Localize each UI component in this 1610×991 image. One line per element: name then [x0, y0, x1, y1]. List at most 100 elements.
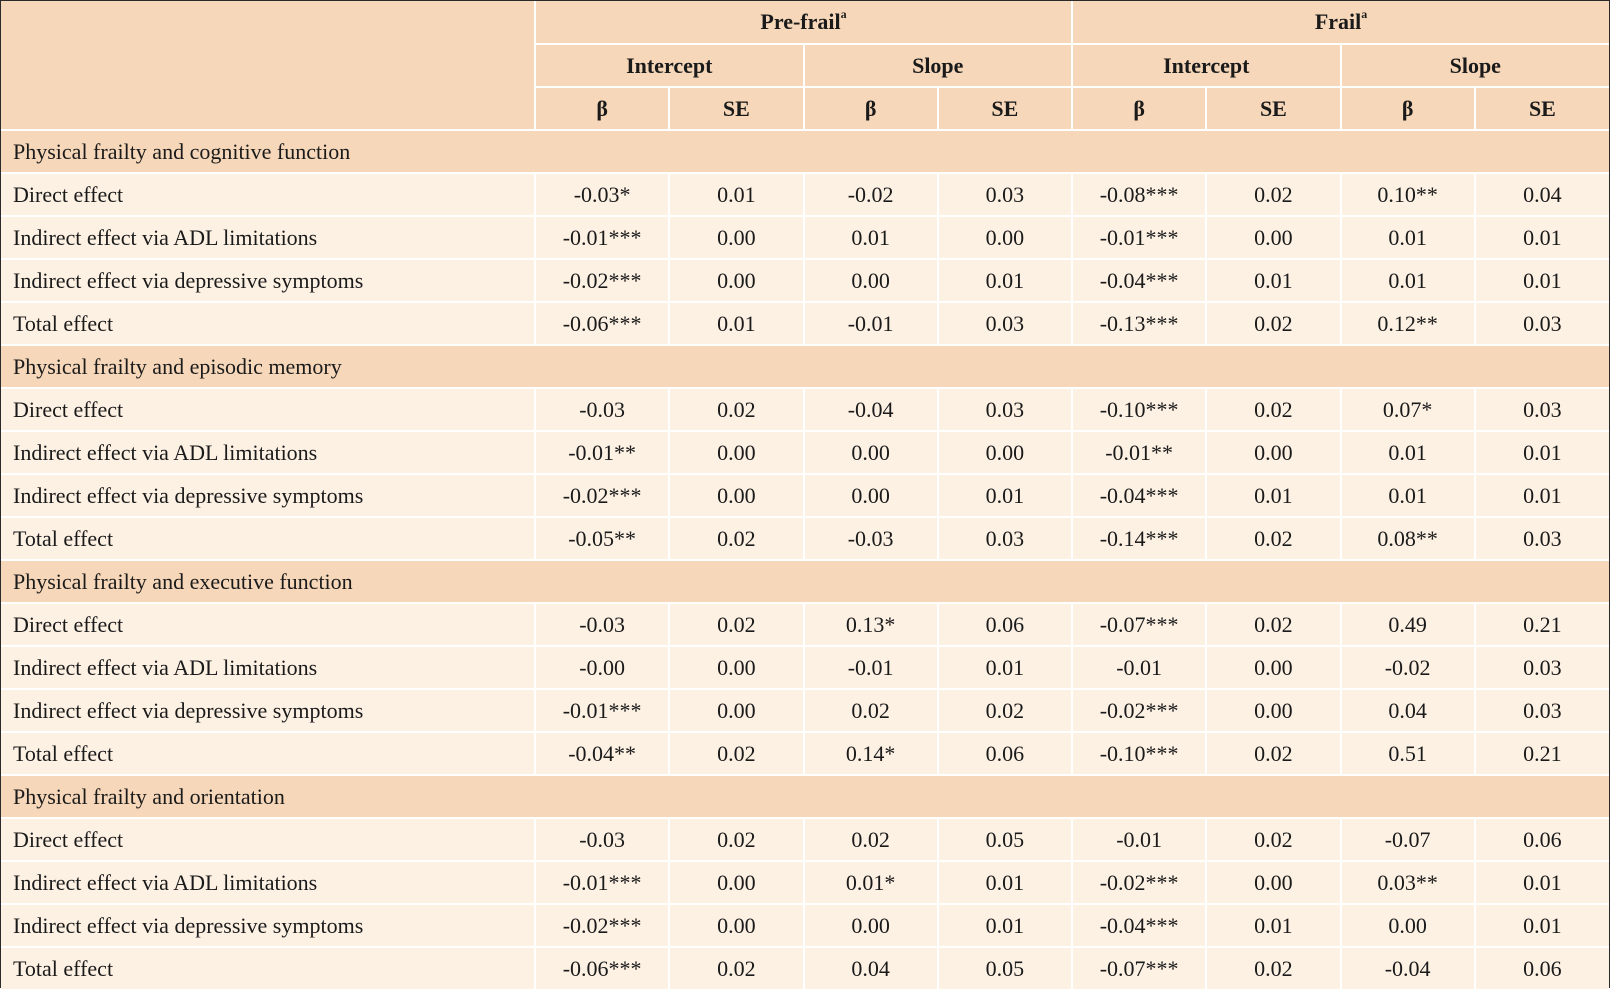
beta-cell: 0.01 [1340, 431, 1476, 475]
section-row: Physical frailty and episodic memory [1, 345, 1610, 389]
se-cell: 0.00 [1206, 861, 1342, 905]
beta-cell: -0.01 [1072, 646, 1208, 690]
se-cell: 0.01 [1474, 904, 1610, 948]
se-cell: 0.00 [669, 216, 805, 260]
se-cell: 0.06 [1474, 947, 1610, 991]
row-label: Indirect effect via ADL limitations [1, 216, 536, 260]
row-label: Total effect [1, 732, 536, 776]
se-cell: 0.00 [1206, 216, 1342, 260]
row-label: Indirect effect via depressive symptoms [1, 904, 536, 948]
beta-cell: 0.00 [803, 431, 939, 475]
se-cell: 0.01 [1474, 474, 1610, 518]
header-group-row: Pre-fraila Fraila [1, 1, 1610, 131]
beta-cell: 0.14* [803, 732, 939, 776]
header-subgroup-row: Intercept Slope Intercept Slope [1, 44, 1610, 88]
row-label: Total effect [1, 302, 536, 346]
se-cell: 0.00 [669, 431, 805, 475]
beta-cell: -0.13*** [1072, 302, 1208, 346]
table-row: Indirect effect via ADL limitations -0.01… [1, 216, 1610, 260]
se-cell: 0.03 [1474, 388, 1610, 432]
beta-cell: -0.02 [803, 173, 939, 217]
header-corner-cell [1, 1, 536, 131]
beta-cell: -0.03 [535, 388, 671, 432]
table-row: Direct effect -0.03* 0.01 -0.02 0.03 -0.08***… [1, 173, 1610, 217]
beta-cell: -0.01*** [1072, 216, 1208, 260]
header-stat: SE [1474, 87, 1610, 131]
row-label: Direct effect [1, 603, 536, 647]
header-stat: SE [669, 87, 805, 131]
se-cell: 0.02 [669, 603, 805, 647]
section-row: Physical frailty and cognitive function [1, 130, 1610, 174]
beta-cell: -0.04 [1340, 947, 1476, 991]
table-header: Pre-fraila Fraila Intercept Slope Interc… [1, 1, 1610, 131]
beta-cell: -0.06*** [535, 302, 671, 346]
header-stat: β [535, 87, 671, 131]
header-stat: β [1072, 87, 1208, 131]
se-cell: 0.02 [1206, 818, 1342, 862]
table-body: Physical frailty and cognitive function D… [1, 130, 1610, 991]
beta-cell: -0.01 [803, 646, 939, 690]
row-label: Indirect effect via ADL limitations [1, 646, 536, 690]
beta-cell: -0.07*** [1072, 603, 1208, 647]
beta-cell: -0.05** [535, 517, 671, 561]
se-cell: 0.06 [937, 603, 1074, 647]
beta-cell: 0.08** [1340, 517, 1476, 561]
se-cell: 0.02 [1206, 603, 1342, 647]
header-group-frail: Fraila [1072, 1, 1610, 45]
se-cell: 0.01 [1474, 431, 1610, 475]
beta-cell: -0.04** [535, 732, 671, 776]
beta-cell: -0.10*** [1072, 388, 1208, 432]
table-row: Indirect effect via ADL limitations -0.01… [1, 431, 1610, 475]
beta-cell: -0.04*** [1072, 904, 1208, 948]
se-cell: 0.00 [1206, 431, 1342, 475]
beta-cell: 0.01* [803, 861, 939, 905]
beta-cell: -0.04*** [1072, 259, 1208, 303]
beta-cell: 0.01 [803, 216, 939, 260]
beta-cell: 0.01 [1340, 259, 1476, 303]
beta-cell: -0.07 [1340, 818, 1476, 862]
section-title: Physical frailty and executive function [1, 560, 1610, 604]
header-subgroup: Intercept [1072, 44, 1342, 88]
header-stat: β [1340, 87, 1476, 131]
beta-cell: -0.03* [535, 173, 671, 217]
se-cell: 0.00 [669, 861, 805, 905]
beta-cell: -0.06*** [535, 947, 671, 991]
se-cell: 0.03 [937, 517, 1074, 561]
se-cell: 0.01 [937, 904, 1074, 948]
beta-cell: 0.04 [1340, 689, 1476, 733]
beta-cell: 0.13* [803, 603, 939, 647]
beta-cell: -0.02*** [1072, 689, 1208, 733]
beta-cell: -0.04*** [1072, 474, 1208, 518]
table-row: Indirect effect via depressive symptoms -… [1, 474, 1610, 518]
section-row: Physical frailty and executive function [1, 560, 1610, 604]
se-cell: 0.01 [1206, 904, 1342, 948]
se-cell: 0.00 [937, 216, 1074, 260]
se-cell: 0.00 [1206, 689, 1342, 733]
se-cell: 0.05 [937, 818, 1074, 862]
beta-cell: -0.04 [803, 388, 939, 432]
row-label: Indirect effect via ADL limitations [1, 431, 536, 475]
table-row: Indirect effect via ADL limitations -0.00… [1, 646, 1610, 690]
row-label: Indirect effect via ADL limitations [1, 861, 536, 905]
se-cell: 0.01 [1474, 216, 1610, 260]
beta-cell: -0.01*** [535, 216, 671, 260]
beta-cell: -0.01 [1072, 818, 1208, 862]
se-cell: 0.02 [1206, 388, 1342, 432]
se-cell: 0.06 [1474, 818, 1610, 862]
se-cell: 0.02 [669, 517, 805, 561]
beta-cell: 0.51 [1340, 732, 1476, 776]
beta-cell: -0.02*** [535, 259, 671, 303]
beta-cell: 0.00 [803, 904, 939, 948]
se-cell: 0.03 [1474, 646, 1610, 690]
row-label: Total effect [1, 517, 536, 561]
beta-cell: 0.12** [1340, 302, 1476, 346]
se-cell: 0.02 [669, 732, 805, 776]
se-cell: 0.00 [1206, 646, 1342, 690]
table-row: Indirect effect via depressive symptoms -… [1, 689, 1610, 733]
se-cell: 0.01 [937, 646, 1074, 690]
se-cell: 0.01 [1474, 861, 1610, 905]
beta-cell: -0.10*** [1072, 732, 1208, 776]
se-cell: 0.01 [1206, 474, 1342, 518]
